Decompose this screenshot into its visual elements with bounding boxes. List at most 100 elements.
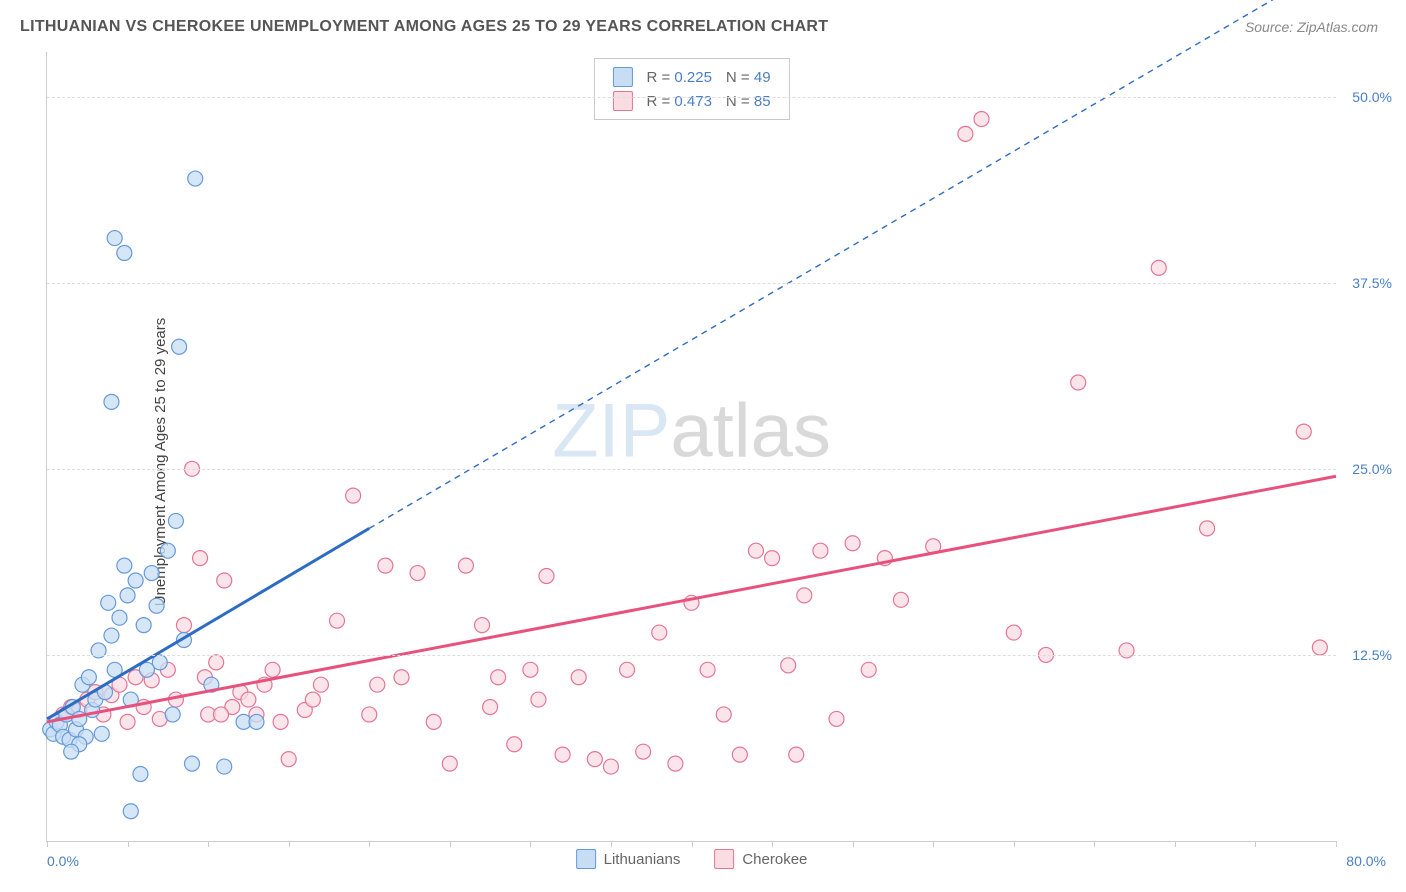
correlation-legend: R = 0.225 N = 49 R = 0.473 N = 85 [593, 58, 789, 120]
regression-extend-lithuanians [369, 0, 1336, 528]
chart-header: LITHUANIAN VS CHEROKEE UNEMPLOYMENT AMON… [0, 0, 1406, 44]
source-prefix: Source: [1245, 19, 1297, 35]
x-tick [1175, 841, 1176, 847]
scatter-point-cherokee [214, 707, 229, 722]
scatter-point-lithuanians [117, 558, 132, 573]
scatter-point-cherokee [330, 613, 345, 628]
scatter-point-cherokee [652, 625, 667, 640]
scatter-point-cherokee [491, 670, 506, 685]
scatter-point-cherokee [378, 558, 393, 573]
chart-title: LITHUANIAN VS CHEROKEE UNEMPLOYMENT AMON… [20, 18, 828, 36]
scatter-point-cherokee [587, 752, 602, 767]
scatter-point-lithuanians [120, 588, 135, 603]
scatter-point-cherokee [539, 569, 554, 584]
scatter-point-cherokee [813, 543, 828, 558]
scatter-point-cherokee [781, 658, 796, 673]
scatter-point-lithuanians [104, 628, 119, 643]
scatter-point-lithuanians [144, 566, 159, 581]
x-tick [1336, 841, 1337, 847]
scatter-point-cherokee [241, 692, 256, 707]
legend-row-lithuanians: R = 0.225 N = 49 [612, 65, 770, 89]
x-axis-max-label: 80.0% [1346, 853, 1386, 869]
scatter-point-lithuanians [123, 804, 138, 819]
scatter-point-cherokee [442, 756, 457, 771]
scatter-point-lithuanians [185, 756, 200, 771]
scatter-point-cherokee [893, 592, 908, 607]
n-value-cherokee: 85 [754, 93, 771, 110]
scatter-point-cherokee [120, 714, 135, 729]
scatter-point-cherokee [313, 677, 328, 692]
scatter-point-cherokee [273, 714, 288, 729]
scatter-point-cherokee [265, 662, 280, 677]
y-tick-label: 12.5% [1352, 647, 1392, 663]
scatter-point-lithuanians [112, 610, 127, 625]
plot-svg [47, 52, 1336, 841]
scatter-point-cherokee [716, 707, 731, 722]
scatter-point-cherokee [555, 747, 570, 762]
scatter-point-cherokee [571, 670, 586, 685]
scatter-point-lithuanians [101, 595, 116, 610]
scatter-point-lithuanians [133, 767, 148, 782]
scatter-point-lithuanians [149, 598, 164, 613]
scatter-point-cherokee [1296, 424, 1311, 439]
x-tick [530, 841, 531, 847]
n-label: N = 49 [726, 69, 771, 86]
x-tick [933, 841, 934, 847]
scatter-point-cherokee [668, 756, 683, 771]
scatter-point-cherokee [797, 588, 812, 603]
scatter-point-cherokee [1312, 640, 1327, 655]
scatter-point-cherokee [636, 744, 651, 759]
x-tick [47, 841, 48, 847]
scatter-point-cherokee [732, 747, 747, 762]
scatter-point-lithuanians [64, 744, 79, 759]
swatch-cherokee-bottom [714, 849, 734, 869]
n-value-lithuanians: 49 [754, 69, 771, 86]
x-tick [692, 841, 693, 847]
scatter-point-cherokee [748, 543, 763, 558]
scatter-point-cherokee [700, 662, 715, 677]
scatter-point-cherokee [1071, 375, 1086, 390]
n-label: N = 85 [726, 93, 771, 110]
legend-item-lithuanians: Lithuanians [576, 849, 681, 869]
legend-item-cherokee: Cherokee [714, 849, 807, 869]
scatter-point-lithuanians [165, 707, 180, 722]
x-tick [289, 841, 290, 847]
x-tick [369, 841, 370, 847]
grid-line [47, 655, 1336, 656]
chart-container: Unemployment Among Ages 25 to 29 years Z… [46, 52, 1394, 872]
x-tick [772, 841, 773, 847]
r-label: R = 0.473 [646, 93, 711, 110]
source-attribution: Source: ZipAtlas.com [1245, 19, 1378, 35]
scatter-point-lithuanians [81, 670, 96, 685]
scatter-point-lithuanians [94, 726, 109, 741]
scatter-point-lithuanians [104, 394, 119, 409]
scatter-point-cherokee [281, 752, 296, 767]
source-name: ZipAtlas.com [1297, 19, 1378, 35]
scatter-point-lithuanians [172, 339, 187, 354]
x-tick [208, 841, 209, 847]
scatter-point-cherokee [829, 711, 844, 726]
scatter-point-cherokee [346, 488, 361, 503]
scatter-point-cherokee [603, 759, 618, 774]
y-tick-label: 50.0% [1352, 89, 1392, 105]
r-value-lithuanians: 0.225 [674, 69, 712, 86]
y-tick-label: 25.0% [1352, 461, 1392, 477]
y-tick-label: 37.5% [1352, 275, 1392, 291]
scatter-point-cherokee [861, 662, 876, 677]
scatter-point-cherokee [426, 714, 441, 729]
scatter-point-lithuanians [249, 714, 264, 729]
scatter-point-lithuanians [217, 759, 232, 774]
scatter-point-cherokee [845, 536, 860, 551]
swatch-lithuanians-bottom [576, 849, 596, 869]
x-tick [128, 841, 129, 847]
plot-area: ZIPatlas R = 0.225 N = 49 R = 0.473 N = … [46, 52, 1336, 842]
x-tick [1014, 841, 1015, 847]
scatter-point-cherokee [958, 126, 973, 141]
grid-line [47, 97, 1336, 98]
x-tick [450, 841, 451, 847]
scatter-point-cherokee [394, 670, 409, 685]
x-tick [1094, 841, 1095, 847]
scatter-point-cherokee [193, 551, 208, 566]
regression-line-cherokee [47, 476, 1336, 722]
scatter-point-cherokee [1151, 260, 1166, 275]
